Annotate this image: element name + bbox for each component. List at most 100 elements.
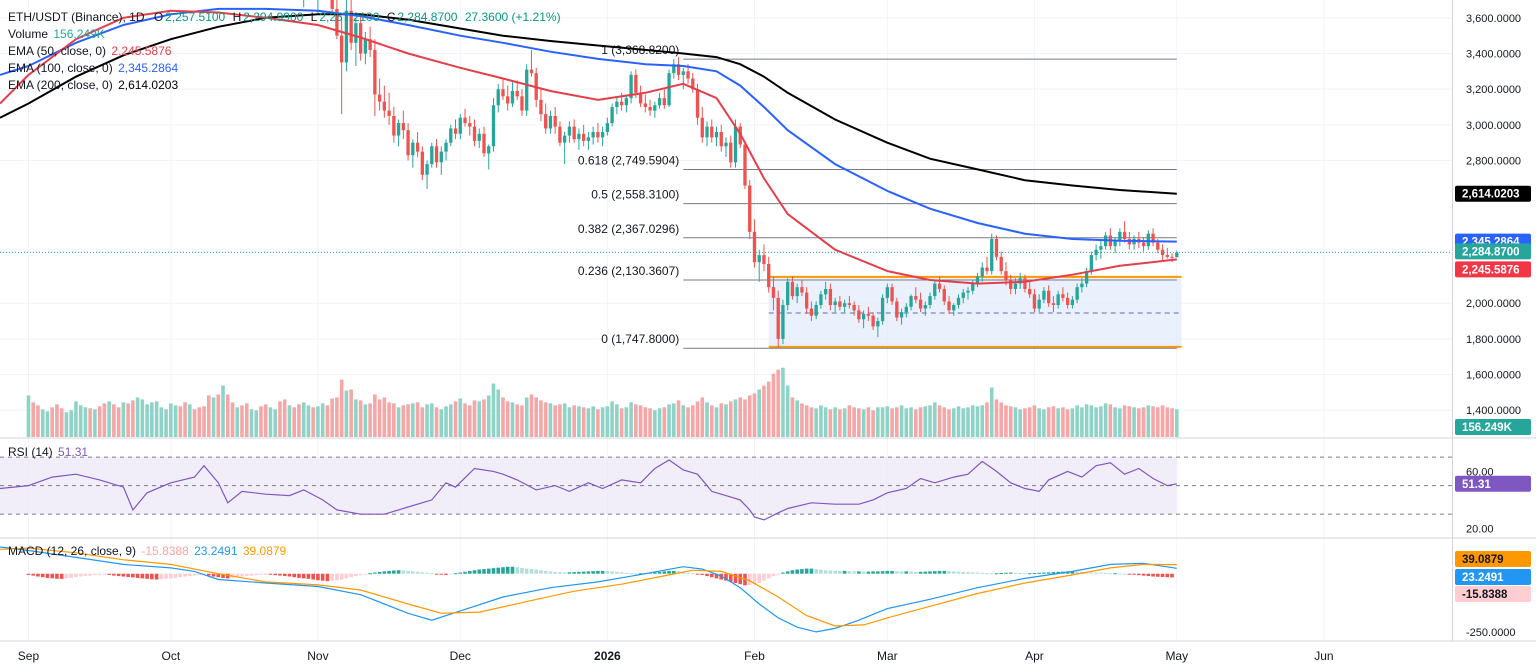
volume-bar: [942, 407, 947, 437]
volume-bar: [420, 407, 425, 437]
legend-ema50[interactable]: EMA (50, close, 0) 2,245.5876: [8, 43, 171, 59]
macd-hist-bar: [876, 571, 880, 574]
volume-bar: [235, 407, 240, 437]
macd-hist-bar: [420, 572, 425, 574]
legend-open: 2,257.5100: [165, 10, 226, 24]
badge-macd-macd-bg: [1455, 569, 1531, 585]
macd-hist-bar: [966, 572, 970, 574]
volume-bar: [766, 381, 771, 437]
candle-body: [425, 164, 429, 175]
legend-symbol[interactable]: ETH/USDT (Binance), 1D: [8, 10, 145, 24]
legend-ohlc: ETH/USDT (Binance), 1D O 2,257.5100 H 2,29…: [8, 9, 561, 25]
macd-hist-bar: [335, 573, 339, 581]
candle-body: [373, 49, 377, 95]
macd-hist-bar: [116, 573, 121, 577]
legend-ema100[interactable]: EMA (100, close, 0) 2,345.2864: [8, 60, 178, 76]
candle-body: [335, 8, 339, 36]
candle-body: [933, 283, 937, 297]
macd-hist-bar: [529, 569, 534, 574]
macd-hist-bar: [667, 570, 671, 574]
volume-bar: [1137, 408, 1141, 437]
macd-hist-bar: [790, 570, 795, 574]
candle-body: [548, 115, 553, 129]
macd-hist-bar: [197, 573, 202, 576]
legend-volume[interactable]: Volume 156.249K: [8, 26, 105, 42]
fib-level-label: 0.618 (2,749.5904): [578, 154, 679, 168]
macd-hist-bar: [401, 570, 406, 574]
volume-bar: [605, 406, 610, 437]
volume-bar: [847, 405, 852, 437]
macd-hist-bar: [1146, 573, 1151, 577]
time-tick-label: Apr: [1025, 649, 1044, 663]
candle-body: [477, 133, 481, 141]
volume-bar: [363, 404, 368, 437]
volume-bar: [97, 406, 102, 437]
candle-body: [339, 35, 344, 63]
macd-hist-bar: [657, 571, 662, 574]
volume-bar: [330, 398, 334, 437]
candle-body: [619, 101, 624, 106]
macd-hist-bar: [562, 572, 567, 574]
volume-bar: [904, 408, 909, 437]
volume-bar: [790, 397, 795, 437]
macd-hist-bar: [83, 573, 88, 577]
volume-bar: [1061, 407, 1065, 437]
macd-hist-bar: [1122, 573, 1127, 575]
volume-bar: [467, 405, 472, 437]
macd-hist-bar: [629, 573, 633, 575]
macd-hist-bar: [1056, 571, 1060, 574]
volume-bar: [947, 409, 951, 437]
volume-bar: [852, 407, 856, 437]
macd-hist-bar: [558, 572, 562, 574]
legend-macd[interactable]: MACD (12, 26, close, 9) -15.8388 23.2491…: [8, 543, 286, 559]
macd-hist-bar: [297, 573, 301, 578]
volume-bar: [377, 399, 382, 437]
macd-hist-bar: [472, 570, 477, 574]
macd-hist-bar: [59, 573, 64, 579]
volume-bar: [354, 399, 358, 437]
volume-bar: [895, 407, 899, 437]
legend-ema50-label: EMA (50, close, 0): [8, 44, 107, 58]
legend-ema200[interactable]: EMA (200, close, 0) 2,614.0203: [8, 77, 178, 93]
macd-hist-bar: [411, 571, 415, 574]
badge-rsi: 51.31: [1462, 479, 1491, 491]
fib-level-label: 0.382 (2,367.0296): [578, 222, 679, 236]
candle-body: [1037, 299, 1041, 309]
macd-hist-bar: [1094, 572, 1098, 574]
macd-hist-bar: [491, 568, 496, 574]
macd-hist-bar: [211, 573, 216, 577]
volume-bar: [733, 399, 738, 437]
volume-bar: [524, 397, 529, 437]
candle-body: [700, 117, 704, 138]
volume-bar: [534, 397, 538, 437]
candle-body: [876, 321, 880, 327]
macd-hist-bar: [1046, 572, 1051, 574]
candle-body: [942, 288, 946, 302]
candle-body: [1018, 278, 1022, 284]
volume-bar: [1075, 405, 1079, 437]
volume-bar: [709, 405, 714, 437]
volume-bar: [197, 407, 202, 437]
legend-rsi[interactable]: RSI (14) 51.31: [8, 444, 88, 460]
candle-body: [1075, 287, 1079, 300]
candle-body: [1028, 288, 1032, 295]
legend-close: 2,284.8700: [397, 10, 458, 24]
candle-body: [449, 128, 453, 143]
volume-bar: [562, 403, 567, 437]
macd-hist-bar: [624, 572, 629, 574]
macd-hist-bar: [510, 566, 515, 574]
candle-body: [624, 98, 629, 106]
candle-body: [762, 255, 766, 264]
macd-hist-bar: [311, 573, 315, 580]
candle-body: [420, 151, 424, 175]
macd-hist-bar: [994, 573, 999, 575]
candle-body: [809, 308, 814, 316]
macd-hist-bar: [112, 573, 116, 576]
fibonacci-retracement[interactable]: 1 (3,368.8200)0.618 (2,749.5904)0.5 (2,5…: [578, 43, 1177, 349]
candle-body: [368, 39, 372, 50]
candle-body: [814, 305, 818, 316]
macd-hist-bar: [363, 573, 368, 575]
volume-bar: [833, 407, 837, 437]
fib-level-label: 0 (1,747.8000): [601, 332, 679, 346]
